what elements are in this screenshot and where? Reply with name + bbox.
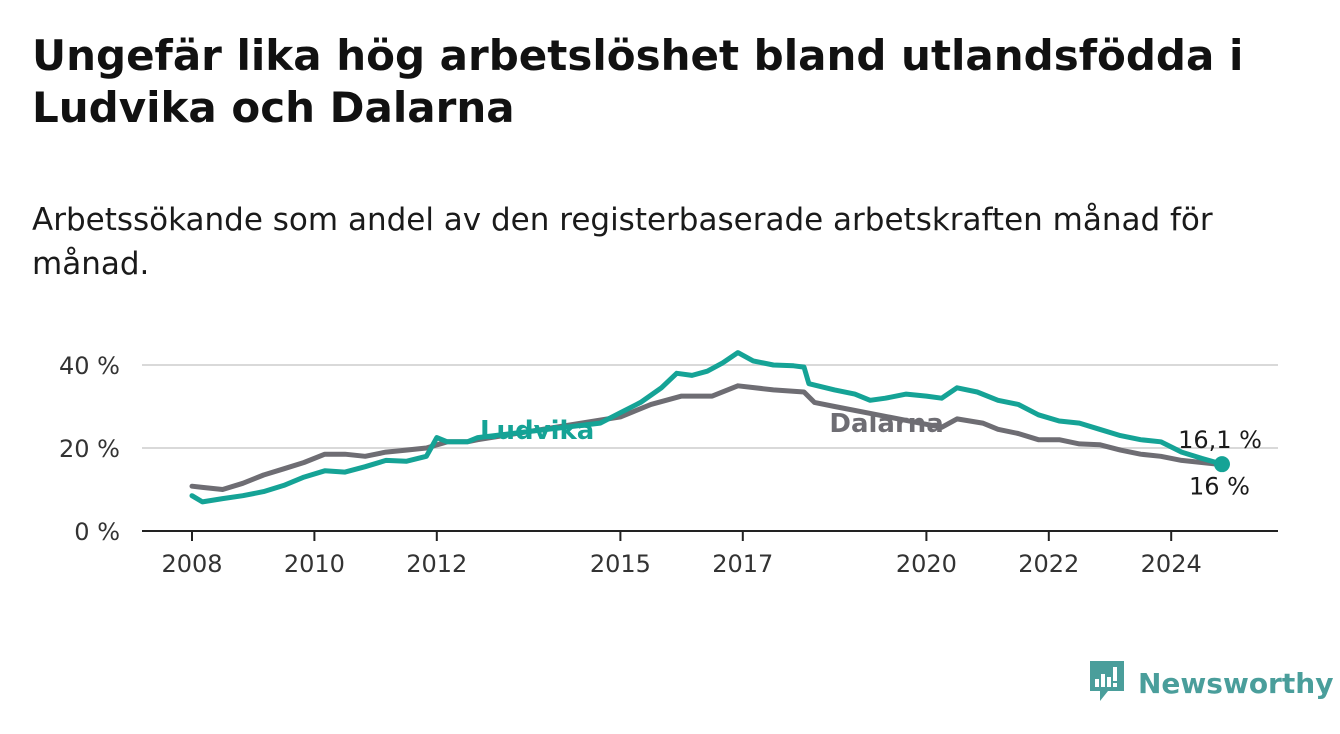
- newsworthy-brand[interactable]: Newsworthy: [1088, 660, 1333, 706]
- x-tick-label: 2015: [590, 550, 651, 578]
- y-tick-label: 20 %: [59, 435, 120, 463]
- x-tick-label: 2024: [1141, 550, 1202, 578]
- y-tick-label: 40 %: [59, 352, 120, 380]
- series-label-ludvika: Ludvika: [480, 416, 594, 446]
- end-label-dalarna: 16 %: [1189, 473, 1250, 501]
- newsworthy-logo-icon: [1088, 659, 1128, 707]
- brand-name: Newsworthy: [1138, 666, 1334, 700]
- x-tick-label: 2020: [896, 550, 957, 578]
- x-tick-label: 2008: [161, 550, 222, 578]
- chart-title: Ungefär lika hög arbetslöshet bland utla…: [32, 31, 1244, 132]
- x-tick-label: 2010: [284, 550, 345, 578]
- chart-subtitle: Arbetssökande som andel av den registerb…: [32, 202, 1213, 282]
- x-tick-label: 2012: [406, 550, 467, 578]
- series-line-ludvika: [189, 350, 1225, 505]
- series-label-dalarna: Dalarna: [829, 409, 943, 439]
- series-line-dalarna: [189, 383, 1225, 492]
- y-tick-label: 0 %: [74, 518, 120, 546]
- x-tick-label: 2017: [712, 550, 773, 578]
- end-point-ludvika: [1213, 456, 1230, 473]
- end-label-ludvika: 16,1 %: [1178, 426, 1262, 454]
- x-tick-label: 2022: [1018, 550, 1079, 578]
